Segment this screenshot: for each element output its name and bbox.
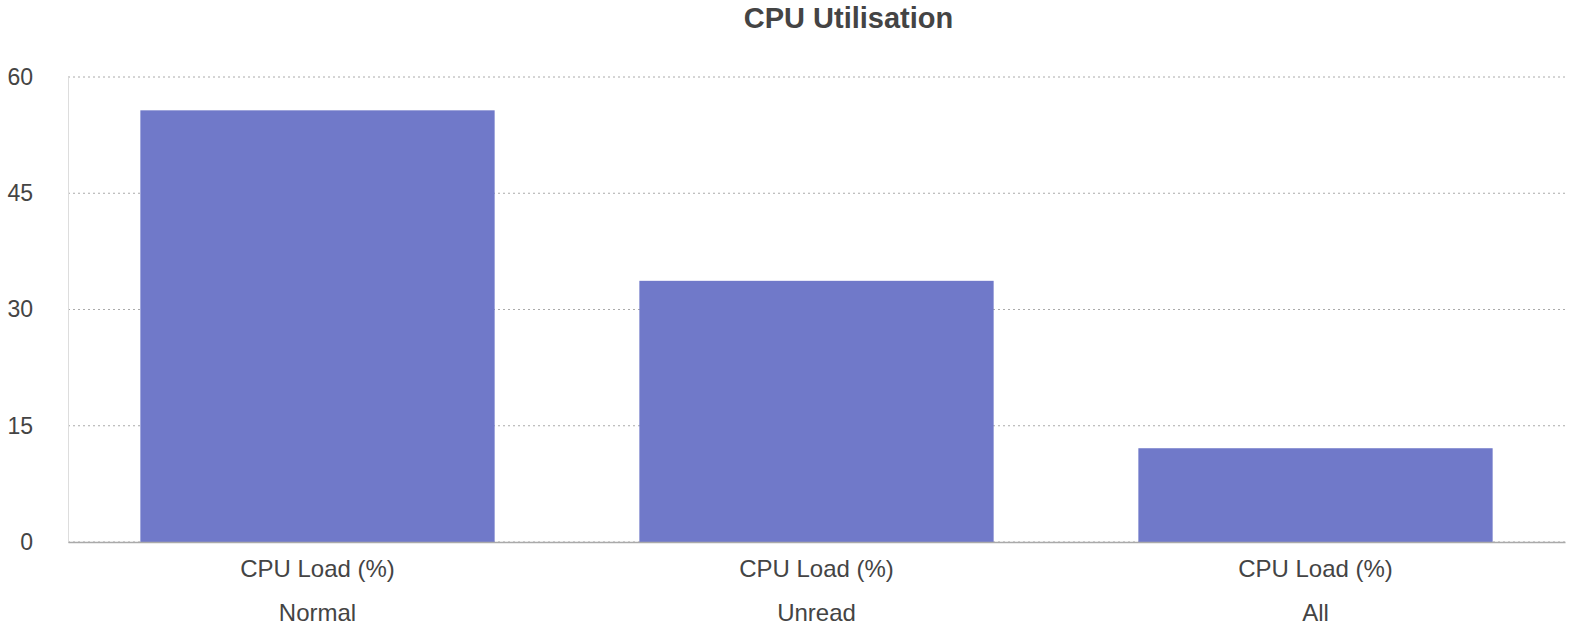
bar	[1138, 448, 1492, 542]
y-tick: 0	[20, 529, 68, 555]
y-tick: 15	[7, 413, 68, 439]
x-tick-label: All	[1302, 599, 1329, 626]
series-labels: CPU Load (%) CPU Load (%) CPU Load (%)	[240, 555, 1393, 582]
y-tick: 45	[7, 180, 68, 206]
bar	[639, 281, 993, 542]
y-tick-label: 45	[7, 180, 33, 206]
chart: CPU Utilisation 0 15 30 45 60 Normal Unread All C…	[0, 0, 1572, 642]
y-tick: 60	[7, 64, 68, 90]
series-label: CPU Load (%)	[240, 555, 395, 582]
y-tick-label: 30	[7, 296, 33, 322]
x-tick-label: Unread	[777, 599, 856, 626]
y-tick-label: 0	[20, 529, 33, 555]
y-tick-label: 15	[7, 413, 33, 439]
y-tick: 30	[7, 296, 68, 322]
bars	[140, 110, 1492, 542]
title: CPU Utilisation	[744, 2, 953, 34]
y-axis-line	[68, 78, 69, 543]
series-label: CPU Load (%)	[739, 555, 894, 582]
y-tick-label: 60	[7, 64, 33, 90]
y-axis: 0 15 30 45 60	[7, 64, 68, 555]
x-axis: Normal Unread All	[69, 542, 1566, 626]
x-tick-label: Normal	[279, 599, 356, 626]
x-axis-line	[69, 542, 1566, 544]
grid	[68, 77, 1565, 542]
series-label: CPU Load (%)	[1238, 555, 1393, 582]
grid-line	[68, 77, 1565, 78]
bar	[140, 110, 494, 542]
